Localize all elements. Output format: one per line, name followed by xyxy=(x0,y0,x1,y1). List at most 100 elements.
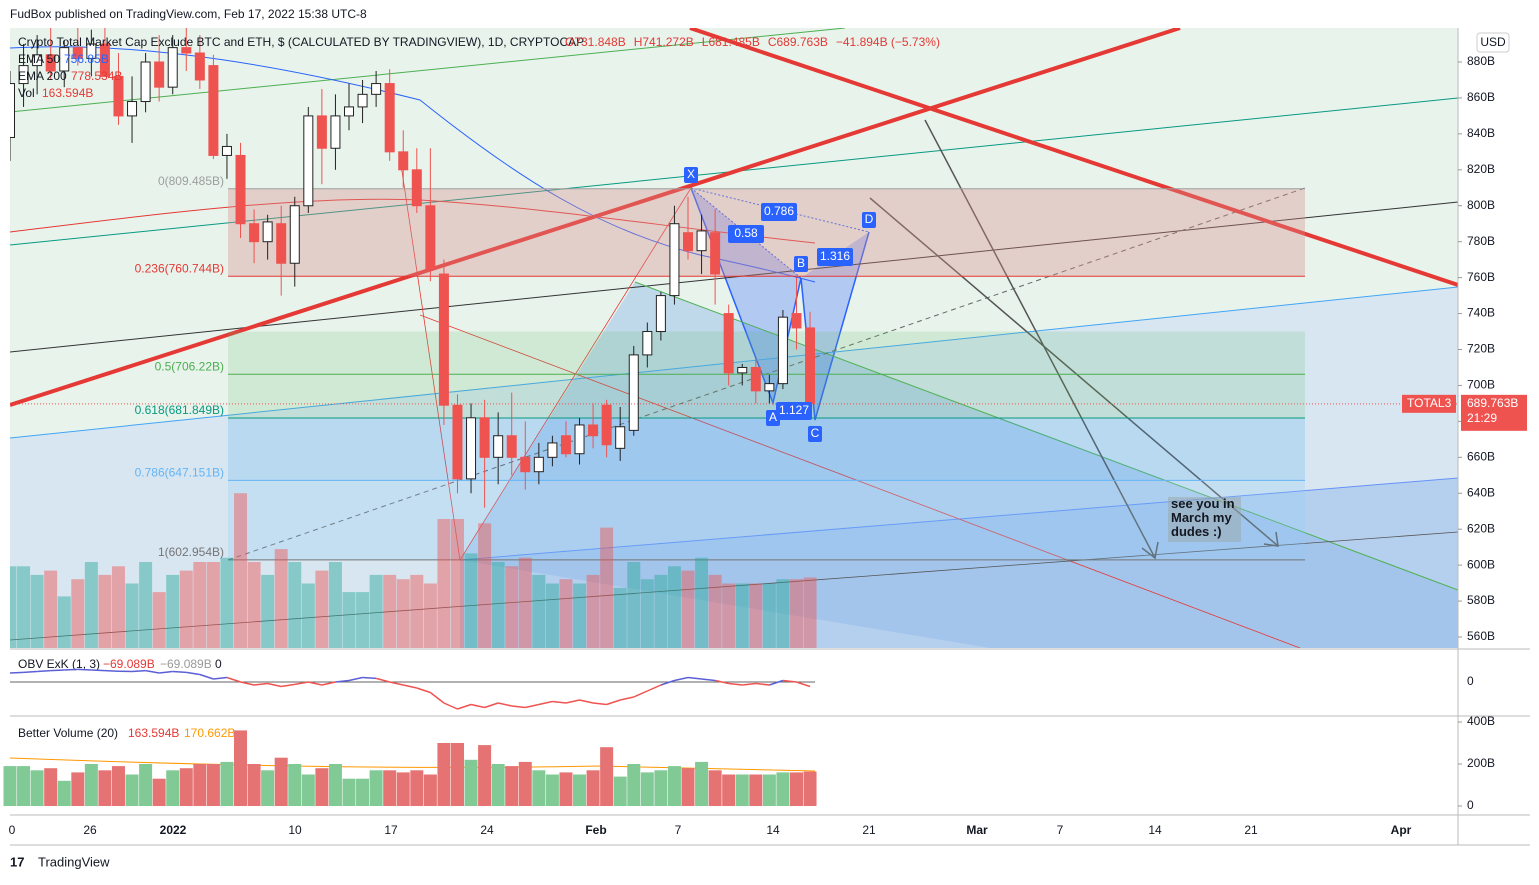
volume-bar xyxy=(248,562,261,648)
obv-line xyxy=(729,684,743,686)
candle-body xyxy=(453,405,462,479)
volume-bar xyxy=(44,571,57,648)
date-tick-label: 14 xyxy=(1148,823,1162,837)
better-volume-bar xyxy=(410,770,423,806)
better-volume-bar xyxy=(641,772,654,806)
volume-bar xyxy=(790,579,803,648)
candle-body xyxy=(6,84,15,138)
volume-bar xyxy=(207,562,220,648)
obv-line xyxy=(227,678,241,683)
fib-label: 0.786(647.151B) xyxy=(135,466,224,480)
candle-body xyxy=(643,332,652,355)
footer: TradingView xyxy=(38,854,110,869)
candle-body xyxy=(385,84,394,152)
obv-line xyxy=(525,705,539,708)
ema-value: 756.85B xyxy=(64,52,109,66)
obv-line xyxy=(390,682,404,685)
date-tick-label: 24 xyxy=(480,823,494,837)
better-volume-bar xyxy=(763,775,776,807)
better-volume-bar xyxy=(600,747,613,806)
better-volume-bar xyxy=(166,770,179,806)
volume-bar xyxy=(776,579,789,648)
obv-value: 0 xyxy=(215,657,222,671)
symbol-tag-label: TOTAL3 xyxy=(1407,396,1452,410)
volume-bar xyxy=(465,553,478,648)
date-tick-label: Mar xyxy=(966,823,988,837)
volume-bar xyxy=(85,562,98,648)
date-tick-label: 10 xyxy=(288,823,302,837)
volume-bar xyxy=(695,558,708,648)
better-volume-bar xyxy=(220,762,233,806)
better-volume-bar xyxy=(234,730,247,806)
better-volume-bar xyxy=(126,775,139,807)
bv-value: 170.662B xyxy=(184,726,235,740)
better-volume-bar xyxy=(614,777,627,806)
candle-body xyxy=(209,66,218,156)
volume-bar xyxy=(519,558,532,648)
volume-bar xyxy=(478,523,491,648)
candle-body xyxy=(480,418,489,458)
candle-body xyxy=(317,116,326,148)
better-volume-bar xyxy=(31,770,44,806)
date-tick-label: 14 xyxy=(766,823,780,837)
price-tick-label: 880B xyxy=(1467,54,1495,68)
date-tick-label: 7 xyxy=(675,823,682,837)
candle-body xyxy=(507,436,516,458)
obv-line xyxy=(702,679,716,681)
ema-label: EMA 200 xyxy=(18,69,67,83)
price-tick-label: 700B xyxy=(1467,378,1495,392)
better-volume-bar xyxy=(478,745,491,806)
obv-line xyxy=(376,678,390,682)
date-tick-label: 0 xyxy=(9,823,16,837)
price-tick-label: 760B xyxy=(1467,270,1495,284)
header: FudBox published on TradingView.com, Feb… xyxy=(10,7,367,21)
bv-tick-label: 400B xyxy=(1467,714,1495,728)
candle-body xyxy=(439,274,448,405)
better-volume-bar xyxy=(207,764,220,806)
better-volume-bar xyxy=(736,775,749,807)
candle-body xyxy=(236,155,245,223)
better-volume-bar xyxy=(451,743,464,806)
price-tick-label: 820B xyxy=(1467,162,1495,176)
better-volume-bar xyxy=(424,775,437,807)
bv-label: Better Volume (20) xyxy=(18,726,118,740)
pattern-ratio-label: 1.316 xyxy=(820,249,850,263)
price-tick-label: 720B xyxy=(1467,342,1495,356)
obv-line xyxy=(674,678,688,681)
obv-value: −69.089B xyxy=(160,657,212,671)
pattern-point-label: A xyxy=(769,410,777,424)
better-volume-bar xyxy=(559,772,572,806)
better-volume-bar xyxy=(180,768,193,806)
date-tick-label: 2022 xyxy=(160,823,187,837)
date-tick-label: 21 xyxy=(862,823,876,837)
volume-bar xyxy=(763,584,776,649)
volume-bar xyxy=(600,528,613,648)
obv-line xyxy=(159,672,173,674)
obv-line xyxy=(322,682,336,685)
candle-body xyxy=(494,436,503,458)
candle-body xyxy=(778,317,787,383)
better-volume-bar xyxy=(85,764,98,806)
candle-body xyxy=(684,233,693,251)
candle-body xyxy=(575,425,584,454)
candle-body xyxy=(738,367,747,372)
obv-line xyxy=(769,681,783,686)
obv-line xyxy=(308,682,322,685)
better-volume-bar xyxy=(44,768,57,806)
volume-bar xyxy=(139,562,152,648)
volume-bar xyxy=(343,592,356,648)
candle-body xyxy=(372,84,381,95)
better-volume-bar xyxy=(329,764,342,806)
pattern-ratio-label: 0.786 xyxy=(764,204,794,218)
date-tick-label: 26 xyxy=(83,823,97,837)
date-tick-label: Feb xyxy=(585,823,606,837)
obv-line xyxy=(363,678,377,679)
volume-bar xyxy=(302,584,315,649)
price-tick-label: 800B xyxy=(1467,198,1495,212)
better-volume-bar xyxy=(465,760,478,806)
volume-bar xyxy=(641,579,654,648)
better-volume-bar xyxy=(437,743,450,806)
better-volume-bar xyxy=(288,764,301,806)
better-volume-bar xyxy=(790,772,803,806)
price-tick-label: 640B xyxy=(1467,485,1495,499)
